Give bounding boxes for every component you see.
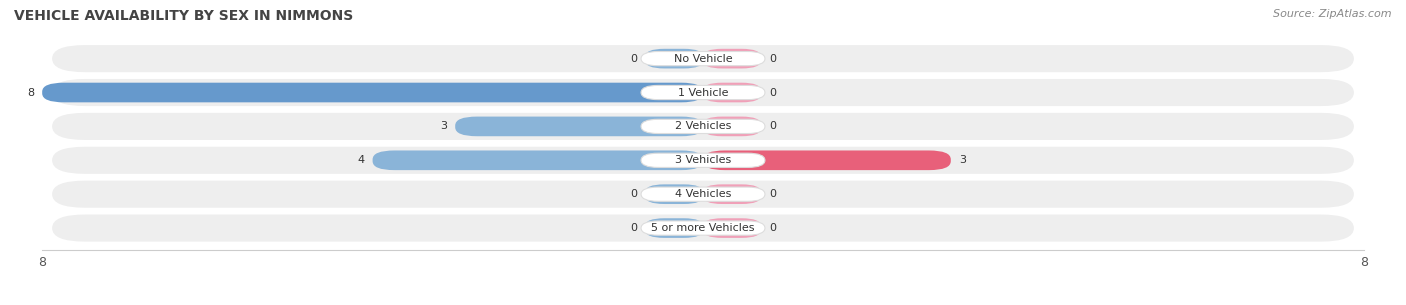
Text: 4: 4 xyxy=(357,155,364,165)
FancyBboxPatch shape xyxy=(641,153,765,167)
Text: 8: 8 xyxy=(27,88,34,98)
FancyBboxPatch shape xyxy=(645,49,703,68)
FancyBboxPatch shape xyxy=(52,79,1354,106)
FancyBboxPatch shape xyxy=(703,83,761,102)
FancyBboxPatch shape xyxy=(645,218,703,238)
Text: 3: 3 xyxy=(959,155,966,165)
FancyBboxPatch shape xyxy=(373,150,703,170)
Text: 5 or more Vehicles: 5 or more Vehicles xyxy=(651,223,755,233)
Text: 0: 0 xyxy=(769,121,776,131)
Text: 0: 0 xyxy=(769,189,776,199)
FancyBboxPatch shape xyxy=(52,45,1354,72)
Text: 0: 0 xyxy=(630,223,637,233)
Text: VEHICLE AVAILABILITY BY SEX IN NIMMONS: VEHICLE AVAILABILITY BY SEX IN NIMMONS xyxy=(14,9,353,23)
FancyBboxPatch shape xyxy=(703,218,761,238)
FancyBboxPatch shape xyxy=(52,147,1354,174)
Text: 2 Vehicles: 2 Vehicles xyxy=(675,121,731,131)
FancyBboxPatch shape xyxy=(641,85,765,100)
FancyBboxPatch shape xyxy=(645,184,703,204)
Text: 3 Vehicles: 3 Vehicles xyxy=(675,155,731,165)
FancyBboxPatch shape xyxy=(703,150,950,170)
Text: No Vehicle: No Vehicle xyxy=(673,54,733,64)
Text: 0: 0 xyxy=(630,189,637,199)
FancyBboxPatch shape xyxy=(52,214,1354,242)
FancyBboxPatch shape xyxy=(641,187,765,201)
FancyBboxPatch shape xyxy=(641,221,765,235)
FancyBboxPatch shape xyxy=(52,113,1354,140)
Text: 0: 0 xyxy=(769,88,776,98)
Text: 1 Vehicle: 1 Vehicle xyxy=(678,88,728,98)
FancyBboxPatch shape xyxy=(42,83,703,102)
FancyBboxPatch shape xyxy=(703,184,761,204)
FancyBboxPatch shape xyxy=(641,119,765,134)
Text: 3: 3 xyxy=(440,121,447,131)
FancyBboxPatch shape xyxy=(641,52,765,66)
Text: 0: 0 xyxy=(769,223,776,233)
FancyBboxPatch shape xyxy=(703,49,761,68)
Text: 4 Vehicles: 4 Vehicles xyxy=(675,189,731,199)
Text: 0: 0 xyxy=(769,54,776,64)
Text: Source: ZipAtlas.com: Source: ZipAtlas.com xyxy=(1274,9,1392,19)
FancyBboxPatch shape xyxy=(703,117,761,136)
FancyBboxPatch shape xyxy=(52,181,1354,208)
Text: 0: 0 xyxy=(630,54,637,64)
FancyBboxPatch shape xyxy=(456,117,703,136)
